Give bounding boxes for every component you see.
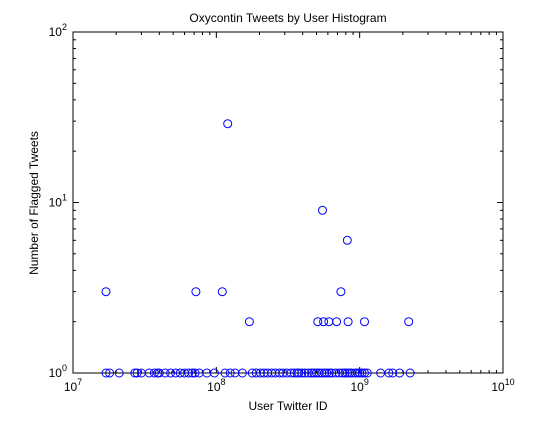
data-point xyxy=(343,317,353,327)
data-point xyxy=(132,368,142,378)
data-point xyxy=(275,368,284,378)
data-point xyxy=(225,368,235,378)
x-tick-label: 108 xyxy=(207,377,225,394)
data-point xyxy=(350,368,360,378)
x-axis-label: User Twitter ID xyxy=(248,399,327,413)
data-point xyxy=(217,287,227,297)
y-tick-label: 101 xyxy=(49,193,67,210)
data-point xyxy=(187,368,197,378)
data-point xyxy=(362,368,372,378)
data-point xyxy=(220,368,230,378)
plot-area xyxy=(73,32,503,373)
x-tick-label: 109 xyxy=(350,377,368,394)
data-point xyxy=(388,368,398,378)
data-point xyxy=(130,368,140,378)
x-tick-label: 107 xyxy=(64,377,82,394)
data-point xyxy=(300,368,310,378)
data-point xyxy=(307,368,317,378)
data-point xyxy=(332,317,342,327)
data-point xyxy=(191,287,201,297)
data-point xyxy=(404,317,414,327)
y-tick-label: 100 xyxy=(49,363,67,380)
data-point xyxy=(190,368,200,378)
data-point xyxy=(244,317,254,327)
data-point xyxy=(342,235,352,245)
data-point xyxy=(338,368,348,378)
data-point xyxy=(294,368,304,378)
data-point xyxy=(209,368,219,378)
data-point xyxy=(223,119,233,129)
data-point xyxy=(166,368,176,378)
data-point xyxy=(331,368,341,378)
data-point xyxy=(237,368,247,378)
data-point xyxy=(154,368,164,378)
data-point xyxy=(360,317,369,327)
data-points xyxy=(101,119,415,378)
data-point xyxy=(149,368,159,378)
data-point xyxy=(319,317,329,327)
data-point xyxy=(405,368,415,378)
data-point xyxy=(184,368,194,378)
data-point xyxy=(322,368,332,378)
x-tick-label: 1010 xyxy=(491,377,514,394)
data-point xyxy=(171,368,181,378)
data-point xyxy=(297,368,307,378)
x-tick-labels: 107 108 109 1010 xyxy=(64,377,515,394)
data-point xyxy=(255,368,265,378)
data-point xyxy=(318,205,327,215)
plot-frame xyxy=(72,31,504,374)
data-point xyxy=(384,368,394,378)
data-point xyxy=(101,287,111,297)
data-point xyxy=(395,368,405,378)
data-point xyxy=(360,368,369,378)
data-point xyxy=(101,368,111,378)
data-point xyxy=(160,368,170,378)
data-point xyxy=(230,368,240,378)
y-tick-label: 102 xyxy=(49,22,67,39)
data-point xyxy=(313,317,323,327)
data-point xyxy=(327,368,337,378)
y-tick-labels: 100 101 102 xyxy=(49,22,67,380)
chart-title: Oxycontin Tweets by User Histogram xyxy=(189,11,386,25)
data-point xyxy=(336,287,346,297)
data-point xyxy=(320,368,330,378)
data-point xyxy=(105,368,115,378)
data-point xyxy=(324,368,334,378)
data-point xyxy=(114,368,124,378)
data-point xyxy=(357,368,367,378)
y-axis-label: Number of Flagged Tweets xyxy=(27,131,41,275)
data-point xyxy=(340,368,350,378)
